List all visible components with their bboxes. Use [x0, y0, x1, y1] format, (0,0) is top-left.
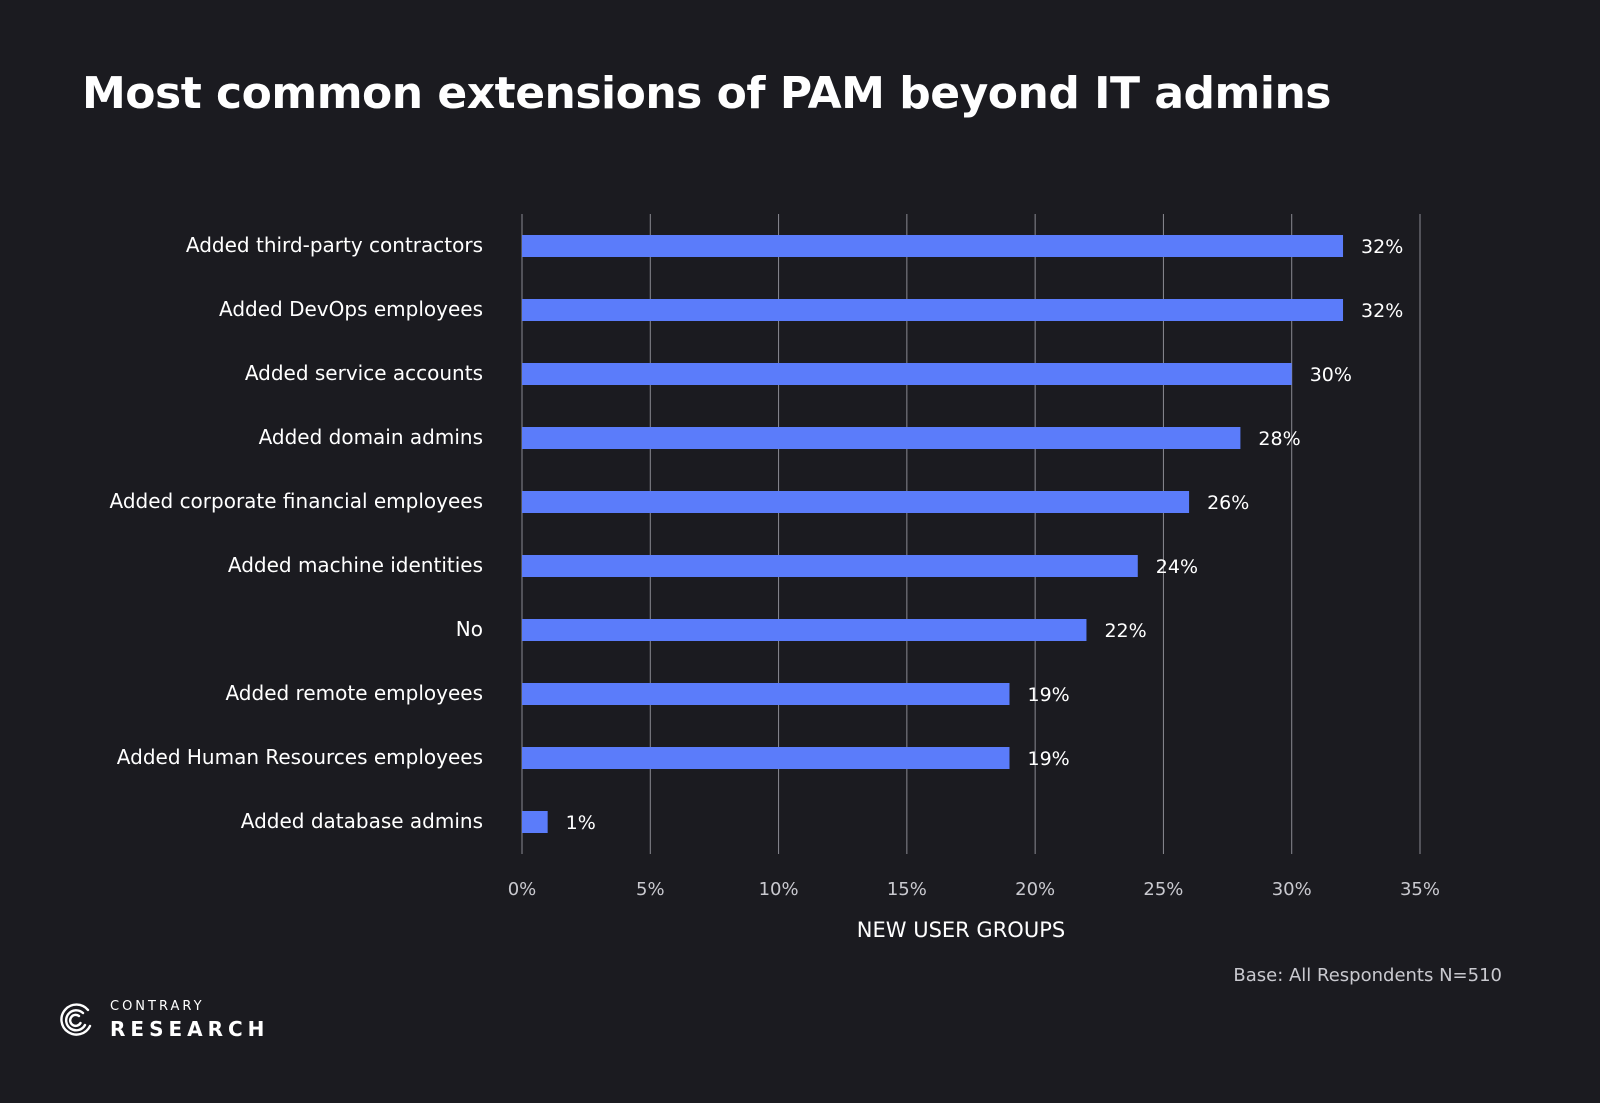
x-tick-label: 15% [887, 879, 927, 900]
data-label: 1% [566, 812, 596, 834]
x-tick-label: 30% [1272, 879, 1312, 900]
bar [522, 683, 1010, 705]
data-label: 32% [1361, 300, 1403, 322]
bar [522, 555, 1138, 577]
category-label: Added service accounts [245, 361, 483, 385]
category-label: No [456, 617, 483, 641]
category-label: Added database admins [241, 809, 483, 833]
brand-name-bottom: RESEARCH [110, 1017, 270, 1041]
x-tick-label: 5% [636, 879, 665, 900]
category-label: Added third-party contractors [186, 233, 483, 257]
category-label: Added DevOps employees [219, 297, 483, 321]
bar [522, 811, 548, 833]
bar [522, 619, 1087, 641]
bar [522, 427, 1241, 449]
x-tick-label: 0% [508, 879, 537, 900]
bar [522, 363, 1292, 385]
x-tick-label: 20% [1015, 879, 1055, 900]
category-label: Added machine identities [228, 553, 483, 577]
brand-name-top: CONTRARY [110, 999, 205, 1014]
category-label: Added domain admins [259, 425, 483, 449]
bar [522, 747, 1010, 769]
category-label: Added Human Resources employees [117, 745, 483, 769]
base-footnote: Base: All Respondents N=510 [1233, 965, 1502, 986]
data-label: 19% [1027, 684, 1069, 706]
x-tick-label: 25% [1143, 879, 1183, 900]
category-label: Added corporate financial employees [109, 489, 483, 513]
data-label: 19% [1027, 748, 1069, 770]
chart-title: Most common extensions of PAM beyond IT … [82, 68, 1331, 119]
data-label: 24% [1156, 556, 1198, 578]
bar [522, 299, 1344, 321]
data-label: 30% [1310, 364, 1352, 386]
data-label: 26% [1207, 492, 1249, 514]
category-label: Added remote employees [225, 681, 483, 705]
brand-logo: CONTRARY RESEARCH [58, 1000, 269, 1039]
data-label: 22% [1104, 620, 1146, 642]
bar [522, 491, 1190, 513]
x-axis-title: NEW USER GROUPS [857, 918, 1065, 942]
bar [522, 235, 1344, 257]
contrary-logo-icon [60, 1002, 92, 1036]
x-tick-label: 10% [759, 879, 799, 900]
data-label: 32% [1361, 236, 1403, 258]
x-tick-label: 35% [1400, 879, 1440, 900]
data-label: 28% [1258, 428, 1300, 450]
